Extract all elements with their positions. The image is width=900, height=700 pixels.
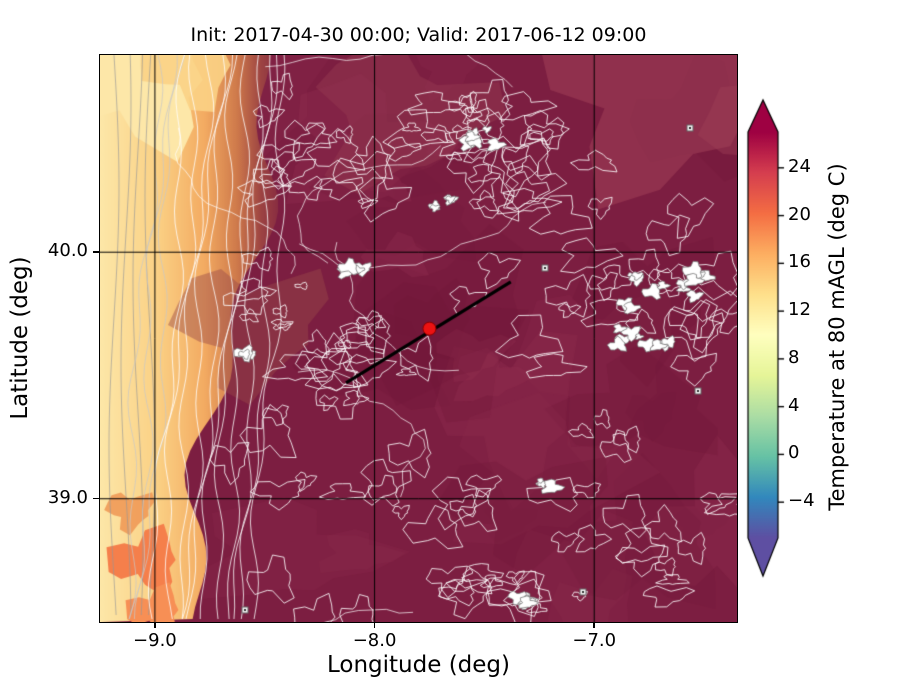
map-plot-area bbox=[99, 54, 738, 623]
y-tick-label: 40.0 bbox=[47, 240, 88, 262]
colorbar-tick-label: 8 bbox=[788, 346, 800, 368]
colorbar-tick-label: 0 bbox=[788, 442, 800, 464]
x-tick-mark bbox=[154, 622, 156, 628]
y-tick-mark bbox=[93, 497, 99, 500]
y-axis-label: Latitude (deg) bbox=[7, 256, 33, 420]
colorbar-tick-label: 20 bbox=[788, 203, 811, 225]
y-tick-mark bbox=[93, 251, 99, 253]
colorbar-tick-label: 16 bbox=[788, 251, 811, 273]
x-tick-label: −7.0 bbox=[572, 630, 617, 651]
y-tick-label: 39.0 bbox=[47, 486, 88, 508]
colorbar-canvas bbox=[744, 98, 790, 580]
colorbar-tick-label: 4 bbox=[788, 394, 800, 416]
x-tick-label: −9.0 bbox=[133, 630, 177, 651]
x-tick-mark bbox=[373, 622, 376, 628]
plot-title: Init: 2017-04-30 00:00; Valid: 2017-06-1… bbox=[190, 24, 647, 46]
colorbar-tick-label: 12 bbox=[788, 299, 811, 321]
map-canvas bbox=[100, 55, 737, 622]
x-tick-label: −8.0 bbox=[352, 630, 397, 651]
colorbar-tick-label: −4 bbox=[788, 490, 815, 512]
x-tick-mark bbox=[593, 622, 595, 628]
colorbar-tick-label: 24 bbox=[788, 155, 811, 177]
x-axis-label: Longitude (deg) bbox=[326, 652, 510, 678]
